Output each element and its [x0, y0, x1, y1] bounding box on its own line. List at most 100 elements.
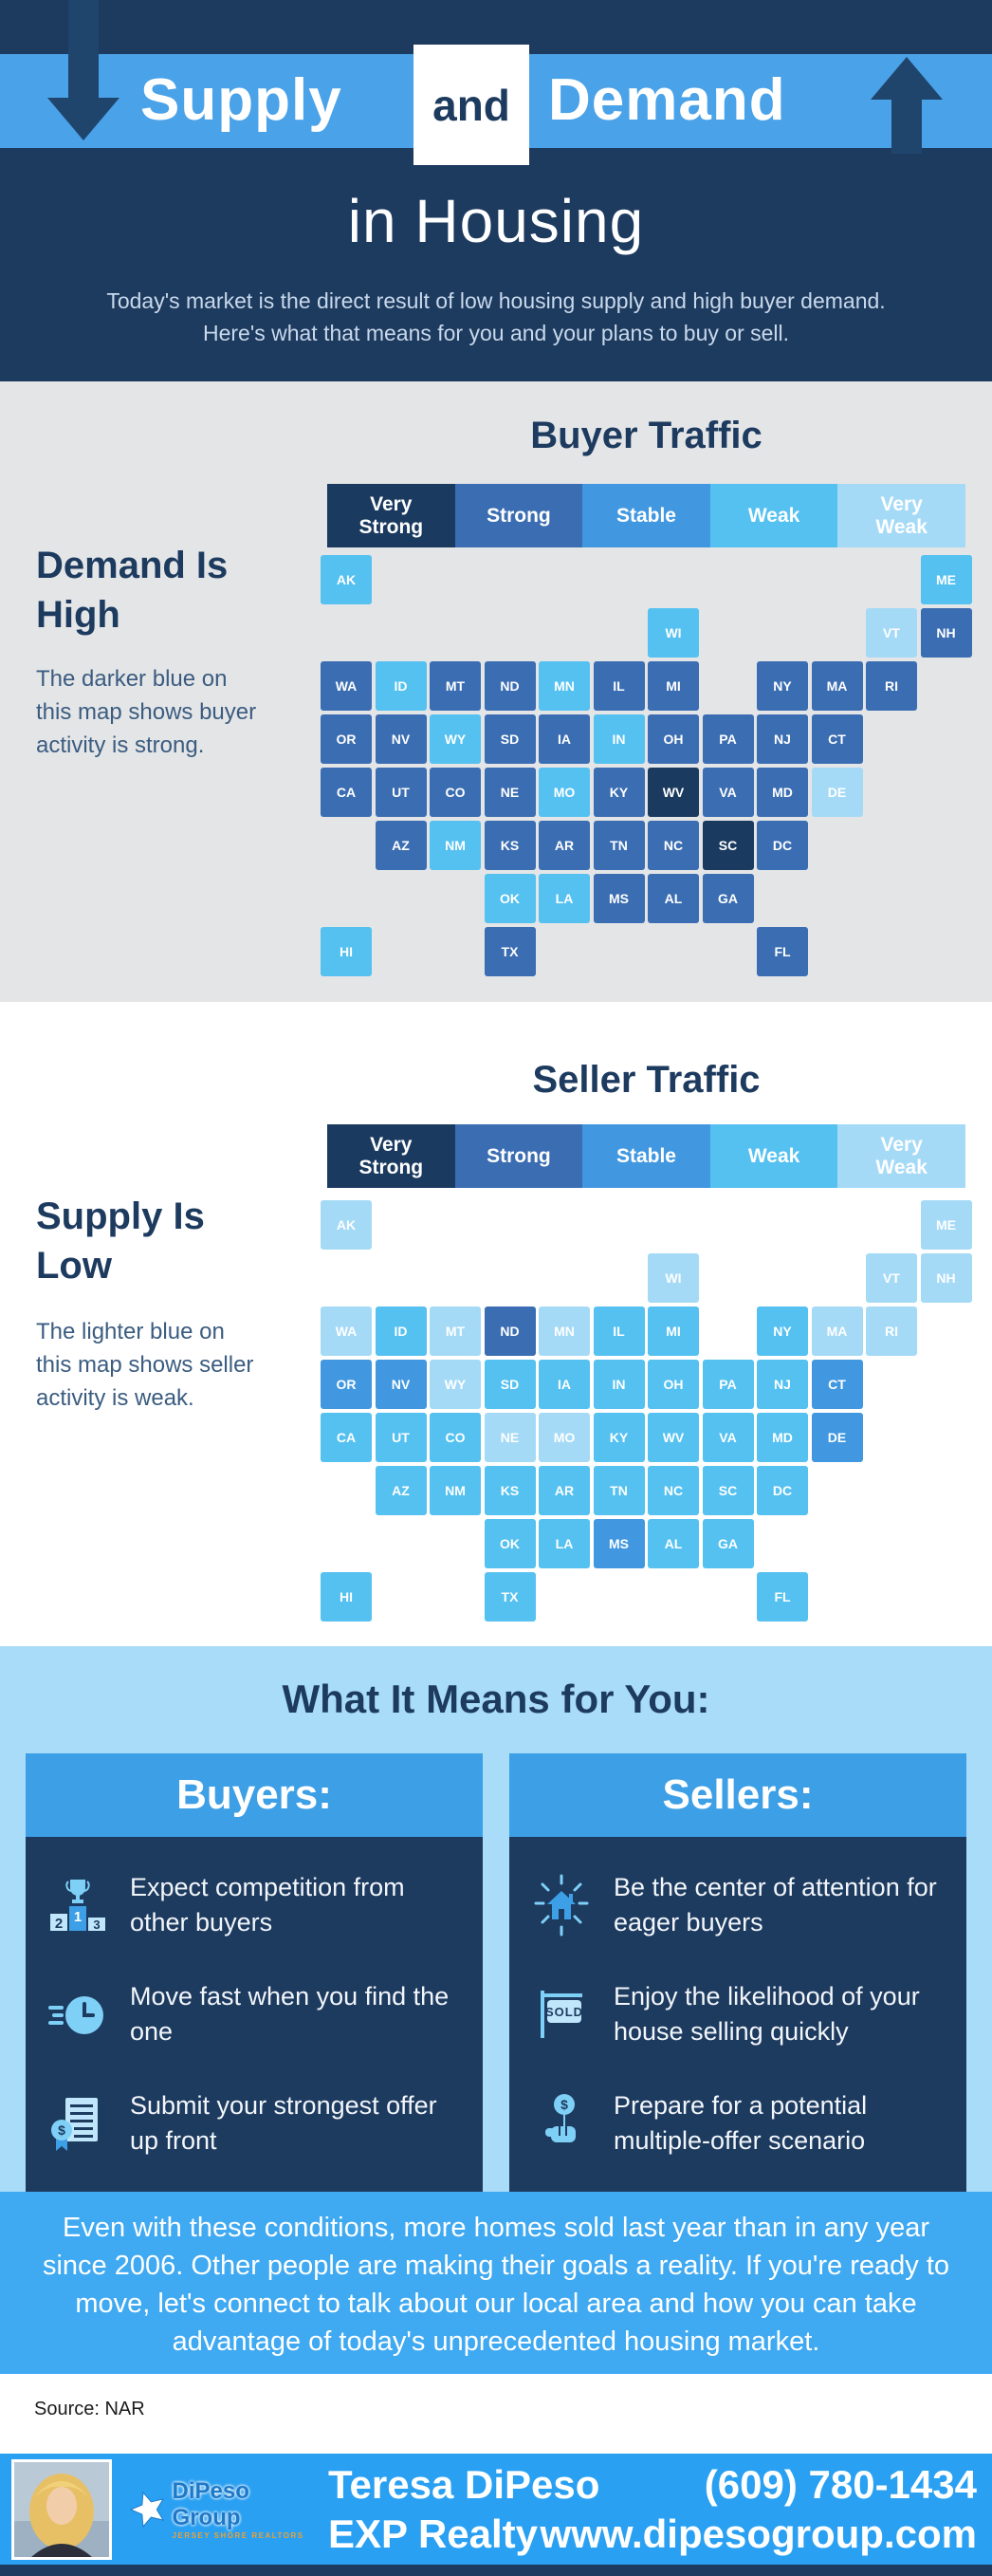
state-tile-nj: NJ	[757, 1360, 808, 1409]
buyers-card-header: Buyers:	[26, 1753, 483, 1837]
state-tile-nh: NH	[920, 608, 972, 658]
state-tile-sd: SD	[484, 714, 536, 764]
state-tile-ny: NY	[757, 1307, 808, 1356]
state-tile-wv: WV	[648, 1413, 699, 1462]
state-tile-mt: MT	[430, 661, 481, 711]
seller-traffic-legend: Very Strong Strong Stable Weak Very Weak	[327, 1124, 965, 1188]
state-tile-ne: NE	[484, 768, 536, 817]
state-tile-mi: MI	[648, 1307, 699, 1356]
advice-cards: Buyers: 2 1 3 Expect competition from other…	[26, 1753, 966, 2192]
legend-cell-4: Very Weak	[837, 1124, 965, 1188]
state-tile-nd: ND	[484, 661, 536, 711]
state-tile-vt: VT	[866, 608, 917, 658]
source-text: Source: NAR	[34, 2399, 145, 2419]
header-section: Supply and Demand in Housing Today's mar…	[0, 0, 992, 381]
state-tile-id: ID	[375, 1307, 427, 1356]
footer-section: DiPeso Group JERSEY SHORE REALTORS Teres…	[0, 2454, 992, 2565]
agent-photo	[11, 2458, 112, 2560]
state-tile-nh: NH	[920, 1253, 972, 1303]
state-tile-md: MD	[757, 1413, 808, 1462]
state-tile-pa: PA	[702, 1360, 754, 1409]
svg-text:2: 2	[55, 1916, 63, 1932]
sold-sign-icon: SOLD	[526, 1981, 597, 2048]
state-tile-wv: WV	[648, 768, 699, 817]
agent-phone: (609) 780-1434	[704, 2461, 977, 2507]
state-tile-ok: OK	[484, 874, 536, 923]
svg-text:SOLD: SOLD	[545, 2005, 583, 2019]
state-tile-in: IN	[593, 1360, 645, 1409]
state-tile-va: VA	[702, 768, 754, 817]
title-demand: Demand	[548, 67, 786, 133]
state-tile-ia: IA	[539, 1360, 590, 1409]
state-tile-dc: DC	[757, 1466, 808, 1515]
bottom-navy-strip	[0, 2565, 992, 2576]
starfish-icon	[129, 2491, 165, 2528]
logo-words: DiPeso Group JERSEY SHORE REALTORS	[173, 2478, 309, 2540]
state-tile-nv: NV	[375, 1360, 427, 1409]
advice-item: 2 1 3 Expect competition from other buyers	[43, 1870, 466, 1940]
state-tile-la: LA	[539, 1519, 590, 1568]
state-tile-me: ME	[920, 555, 972, 604]
svg-text:1: 1	[74, 1909, 82, 1925]
award-offer-icon: $	[43, 2090, 113, 2157]
state-tile-tn: TN	[593, 1466, 645, 1515]
state-tile-ms: MS	[593, 1519, 645, 1568]
state-tile-co: CO	[430, 1413, 481, 1462]
supply-heading: Supply Is Low	[36, 1195, 205, 1287]
state-tile-ct: CT	[811, 1360, 863, 1409]
sellers-card-header: Sellers:	[509, 1753, 966, 1837]
legend-cell-2: Stable	[582, 1124, 710, 1188]
state-tile-vt: VT	[866, 1253, 917, 1303]
header-description: Today's market is the direct result of l…	[106, 288, 886, 345]
state-tile-de: DE	[811, 1413, 863, 1462]
state-tile-ca: CA	[321, 768, 372, 817]
state-tile-wi: WI	[648, 1253, 699, 1303]
state-tile-hi: HI	[321, 927, 372, 976]
legend-cell-0: Very Strong	[327, 1124, 455, 1188]
advice-item-text: Move fast when you find the one	[130, 1981, 450, 2046]
state-tile-ga: GA	[702, 874, 754, 923]
state-tile-wa: WA	[321, 1307, 372, 1356]
state-tile-nc: NC	[648, 1466, 699, 1515]
legend-cell-0: Very Strong	[327, 484, 455, 547]
what-it-means-section: What It Means for You: Buyers: 2 1 3 Expect…	[0, 1646, 992, 2192]
state-tile-mo: MO	[539, 768, 590, 817]
state-tile-tx: TX	[484, 927, 536, 976]
legend-cell-4: Very Weak	[837, 484, 965, 547]
state-tile-nv: NV	[375, 714, 427, 764]
state-tile-mn: MN	[539, 661, 590, 711]
state-tile-il: IL	[593, 1307, 645, 1356]
state-tile-ca: CA	[321, 1413, 372, 1462]
state-tile-id: ID	[375, 661, 427, 711]
state-tile-or: OR	[321, 1360, 372, 1409]
state-tile-fl: FL	[757, 1572, 808, 1622]
state-tile-il: IL	[593, 661, 645, 711]
state-tile-sd: SD	[484, 1360, 536, 1409]
state-tile-me: ME	[920, 1200, 972, 1250]
buyers-card-body: 2 1 3 Expect competition from other buyers M…	[26, 1837, 483, 2192]
buyers-card: Buyers: 2 1 3 Expect competition from other…	[26, 1753, 483, 2192]
advice-item-text: Expect competition from other buyers	[130, 1872, 405, 1937]
state-tile-nm: NM	[430, 821, 481, 870]
advice-item: $ Submit your strongest offer up front	[43, 2088, 466, 2159]
title-supply: Supply	[140, 67, 342, 133]
seller-traffic-title: Seller Traffic	[532, 1059, 761, 1101]
seller-traffic-section: Seller Traffic Very Strong Strong Stable We…	[0, 1002, 992, 1646]
house-spotlight-icon	[526, 1872, 597, 1938]
header-subtitle: in Housing	[347, 187, 645, 255]
state-tile-va: VA	[702, 1413, 754, 1462]
demand-heading: Demand Is High	[36, 545, 229, 636]
state-tile-ne: NE	[484, 1413, 536, 1462]
agent-company: EXP Realty	[328, 2511, 539, 2556]
state-tile-nc: NC	[648, 821, 699, 870]
state-tile-ma: MA	[811, 661, 863, 711]
offer-hand-icon: $	[526, 2090, 597, 2157]
legend-cell-2: Stable	[582, 484, 710, 547]
logo-text: DiPeso Group	[172, 2478, 249, 2530]
advice-item: Move fast when you find the one	[43, 1979, 466, 2049]
state-tile-sc: SC	[702, 1466, 754, 1515]
state-tile-ny: NY	[757, 661, 808, 711]
agent-website: www.dipesogroup.com	[540, 2511, 977, 2556]
advice-item: SOLD Enjoy the likelihood of your house s…	[526, 1979, 949, 2049]
